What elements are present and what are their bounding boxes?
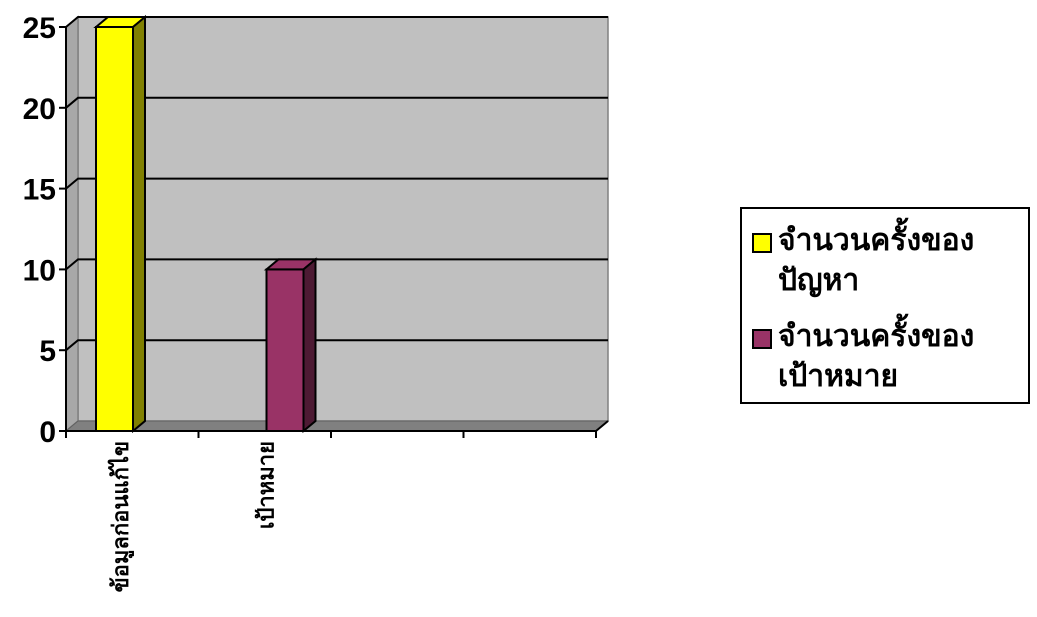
bar bbox=[263, 257, 319, 434]
legend-swatch-problem bbox=[752, 233, 772, 253]
gridline bbox=[65, 258, 608, 271]
gridlines bbox=[65, 16, 608, 351]
y-tick-label: 20 bbox=[23, 93, 56, 126]
y-tick-label: 5 bbox=[39, 335, 56, 368]
bar-side bbox=[302, 257, 317, 434]
y-tick-label: 25 bbox=[23, 12, 56, 45]
x-axis-depth bbox=[595, 420, 609, 432]
legend: จำนวนครั้งของปัญหา จำนวนครั้งของเป้าหมาย bbox=[740, 207, 1030, 404]
y-tick-label: 0 bbox=[39, 416, 56, 449]
y-tick-label: 15 bbox=[23, 174, 56, 207]
gridline bbox=[65, 177, 608, 190]
plot-side-wall bbox=[65, 15, 79, 433]
legend-item-problem: จำนวนครั้งของปัญหา bbox=[752, 221, 1018, 301]
x-tick-label: ข้อมูลก่อนแก้ไข bbox=[107, 441, 135, 592]
bar bbox=[93, 14, 148, 434]
gridline bbox=[65, 96, 608, 109]
plot-floor bbox=[64, 420, 610, 432]
legend-label-target: จำนวนครั้งของเป้าหมาย bbox=[778, 319, 975, 394]
y-tick-labels: 0 5 10 15 20 25 bbox=[23, 12, 56, 449]
legend-label-problem: จำนวนครั้งของปัญหา bbox=[778, 223, 975, 298]
x-tick-labels: ข้อมูลก่อนแก้ไข เป้าหมาย bbox=[107, 441, 280, 592]
legend-item-target: จำนวนครั้งของเป้าหมาย bbox=[752, 317, 1018, 397]
plot-back-wall bbox=[77, 16, 609, 422]
legend-swatch-target bbox=[752, 329, 772, 349]
axes bbox=[59, 26, 609, 438]
y-tick-label: 10 bbox=[23, 254, 56, 287]
bar-side bbox=[132, 14, 146, 434]
bar-front bbox=[265, 268, 305, 432]
bar-front bbox=[95, 26, 134, 432]
x-tick-label: เป้าหมาย bbox=[255, 441, 280, 529]
plot-area bbox=[64, 15, 610, 433]
gridline bbox=[65, 16, 608, 28]
gridline bbox=[65, 339, 608, 351]
bars bbox=[93, 14, 319, 434]
